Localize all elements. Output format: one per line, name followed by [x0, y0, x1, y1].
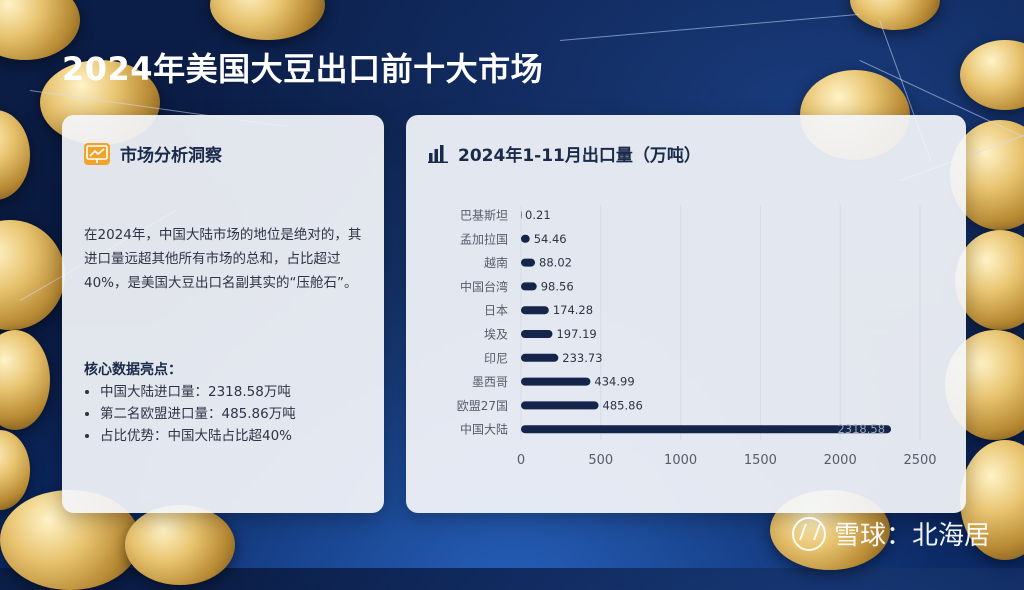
insight-header: 市场分析洞察: [84, 141, 222, 166]
export-bar-chart: 0 500 1000 1500 2000 2500 巴基斯坦 0.21 孟加拉国 54.46 越南 8…: [457, 205, 937, 468]
category-label: 埃及: [484, 328, 508, 342]
bar: [521, 211, 522, 219]
data-label: 0.21: [525, 208, 551, 222]
data-label: 485.86: [603, 398, 643, 412]
bar: [521, 401, 599, 410]
insight-paragraph: 在2024年，中国大陆市场的地位是绝对的，其进口量远超其他所有市场的总和，占比超…: [84, 227, 362, 291]
data-label: 88.02: [539, 256, 572, 270]
category-label: 孟加拉国: [460, 231, 508, 246]
insight-header-label: 市场分析洞察: [120, 146, 222, 166]
market-insight-panel: 市场分析洞察 在2024年，中国大陆市场的地位是绝对的，其进口量远超其他所有市场…: [62, 115, 384, 513]
category-label: 中国台湾: [460, 279, 508, 294]
x-tick-label: 2500: [903, 453, 936, 468]
data-label: 174.28: [553, 303, 593, 317]
highlight-item: 第二名欧盟进口量：485.86万吨: [100, 403, 296, 425]
highlight-item: 中国大陆进口量：2318.58万吨: [100, 381, 296, 403]
data-label: 233.73: [562, 351, 602, 365]
x-tick-label: 500: [588, 453, 613, 468]
bar: [521, 234, 530, 243]
chart-header: 2024年1-11月出口量（万吨）: [428, 141, 701, 166]
watermark: 雪球：北海居: [791, 515, 990, 552]
category-label: 欧盟27国: [457, 399, 508, 413]
chart-title: 2024年1-11月出口量（万吨）: [458, 146, 701, 166]
data-label: 2318.58: [837, 422, 885, 436]
bar: [521, 282, 537, 291]
highlights-title: 核心数据亮点：: [84, 362, 182, 378]
highlight-item: 占比优势：中国大陆占比超40%: [100, 425, 296, 447]
bar: [521, 377, 591, 386]
category-label: 日本: [484, 304, 508, 318]
data-label: 98.56: [541, 279, 574, 293]
x-tick-label: 1000: [664, 453, 697, 468]
category-label: 越南: [484, 255, 508, 270]
chart-board-icon: [84, 142, 110, 165]
x-tick-label: 2000: [824, 453, 857, 468]
category-label: 印尼: [484, 351, 508, 365]
category-label: 墨西哥: [472, 375, 508, 389]
bar: [521, 306, 549, 315]
data-label: 197.19: [556, 327, 596, 341]
highlights-list: 中国大陆进口量：2318.58万吨 第二名欧盟进口量：485.86万吨 占比优势…: [84, 381, 296, 447]
category-label: 巴基斯坦: [460, 209, 508, 223]
bar-chart-icon: [428, 144, 448, 163]
data-label: 434.99: [594, 375, 634, 389]
bar: [521, 330, 553, 338]
xueqiu-logo-icon: [791, 516, 826, 551]
x-tick-label: 1500: [744, 453, 777, 468]
bar: [521, 258, 536, 267]
bar: [521, 425, 892, 434]
page-title: 2024年美国大豆出口前十大市场: [62, 50, 544, 88]
data-label: 54.46: [534, 232, 567, 246]
bar: [521, 353, 559, 362]
x-tick-label: 0: [517, 453, 525, 468]
category-label: 中国大陆: [460, 422, 508, 437]
export-chart-panel: 2024年1-11月出口量（万吨） 0 500 1000 1500 2000 2500 巴基…: [406, 115, 966, 513]
watermark-text: 雪球：北海居: [833, 521, 990, 551]
